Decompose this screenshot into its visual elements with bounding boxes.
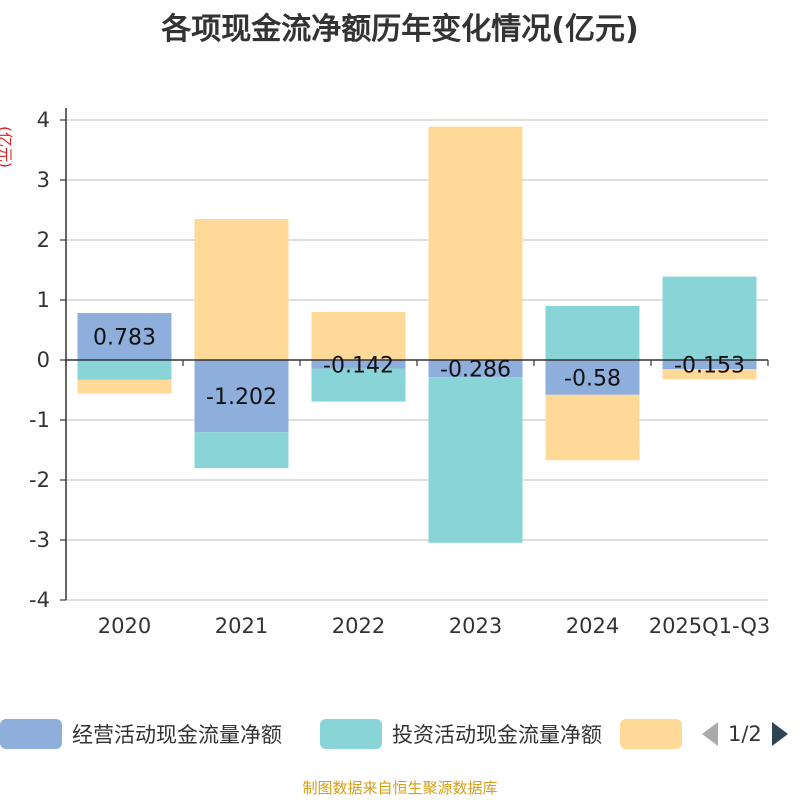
bar-1-2025Q1-Q3 bbox=[662, 276, 757, 360]
bar-2-2024 bbox=[545, 394, 640, 461]
x-tick-label: 2024 bbox=[566, 614, 619, 638]
data-labels: 0.783 -1.202 -0.142 -0.286 -0.58 -0.153 bbox=[93, 326, 745, 411]
y-tick-label: -3 bbox=[29, 528, 50, 552]
data-label: -0.286 bbox=[440, 358, 511, 383]
data-label: -0.153 bbox=[674, 354, 745, 379]
grid-lines bbox=[66, 119, 768, 601]
axes: 4 3 2 1 0 -1 -2 -3 -4 2020 2021 2022 2023 2024 2025Q1-… bbox=[29, 108, 770, 638]
y-tick-label: -2 bbox=[29, 468, 50, 492]
y-tick-label: 4 bbox=[37, 108, 50, 132]
legend-label-operating: 经营活动现金流量净额 bbox=[72, 723, 282, 747]
y-tick-label: -4 bbox=[29, 588, 50, 612]
bar-1-2022 bbox=[311, 368, 406, 402]
x-tick-label: 2020 bbox=[98, 614, 151, 638]
legend-label-investing: 投资活动现金流量净额 bbox=[392, 723, 602, 747]
bar-0-2025Q1-Q3 bbox=[662, 360, 757, 370]
legend-swatch-operating bbox=[0, 719, 62, 749]
legend-pager: 1/2 bbox=[700, 714, 790, 754]
bar-2-2022 bbox=[311, 312, 406, 360]
bar-0-2024 bbox=[545, 360, 640, 395]
chart-title: 各项现金流净额历年变化情况(亿元) bbox=[161, 12, 639, 47]
bar-0-2022 bbox=[311, 360, 406, 369]
y-tick-label: 1 bbox=[37, 288, 50, 312]
y-tick-label: -1 bbox=[29, 408, 50, 432]
legend-swatch-financing bbox=[620, 719, 682, 749]
y-tick-label: 2 bbox=[37, 228, 50, 252]
bar-0-2021 bbox=[194, 360, 289, 433]
source-note: 制图数据来自恒生聚源数据库 bbox=[302, 779, 498, 797]
legend-page-indicator: 1/2 bbox=[728, 722, 762, 746]
bar-1-2020 bbox=[77, 360, 172, 380]
next-page-icon[interactable] bbox=[770, 720, 790, 748]
legend-swatch-investing bbox=[320, 719, 382, 749]
legend-item-investing[interactable]: 投资活动现金流量净额 bbox=[320, 714, 602, 754]
bar-2-2025Q1-Q3 bbox=[662, 369, 757, 380]
legend-item-financing[interactable] bbox=[620, 714, 692, 754]
bar-2-2021 bbox=[194, 219, 289, 360]
x-tick-label: 2021 bbox=[215, 614, 268, 638]
x-tick-label: 2025Q1-Q3 bbox=[649, 614, 771, 638]
data-label: -0.142 bbox=[323, 353, 394, 378]
data-label: 0.783 bbox=[93, 326, 156, 351]
bar-1-2021 bbox=[194, 432, 289, 469]
data-label: -0.58 bbox=[564, 366, 621, 391]
bar-2-2020 bbox=[77, 379, 172, 394]
data-label: -1.202 bbox=[206, 385, 277, 410]
legend: 经营活动现金流量净额 投资活动现金流量净额 1/2 bbox=[0, 714, 800, 754]
bar-0-2020 bbox=[77, 313, 172, 360]
x-tick-label: 2022 bbox=[332, 614, 385, 638]
bar-2-2023 bbox=[428, 126, 523, 360]
y-tick-label: 3 bbox=[37, 168, 50, 192]
bar-1-2023 bbox=[428, 377, 523, 543]
prev-page-icon[interactable] bbox=[700, 720, 720, 748]
bars bbox=[77, 126, 757, 543]
y-tick-label: 0 bbox=[37, 348, 50, 372]
x-tick-label: 2023 bbox=[449, 614, 502, 638]
bar-0-2023 bbox=[428, 360, 523, 378]
bar-1-2024 bbox=[545, 306, 640, 360]
legend-item-operating[interactable]: 经营活动现金流量净额 bbox=[0, 714, 282, 754]
